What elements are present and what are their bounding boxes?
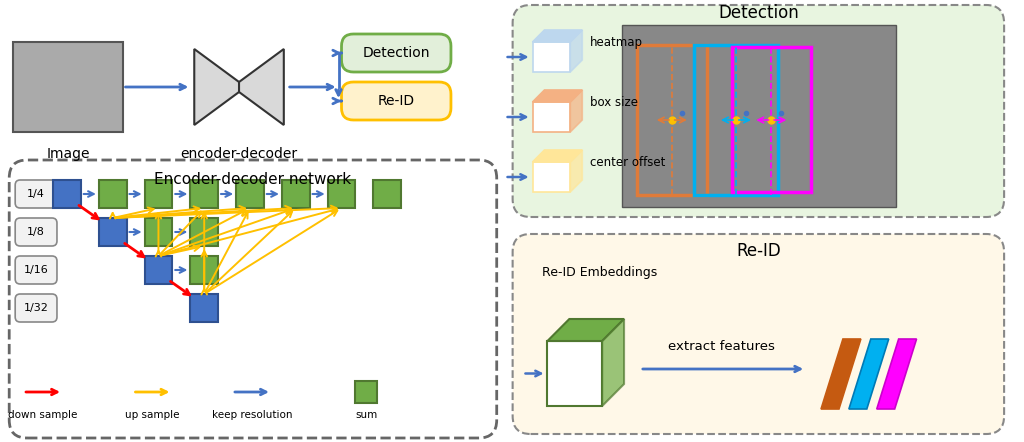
Bar — [328, 180, 355, 208]
Bar — [144, 256, 172, 284]
Polygon shape — [195, 49, 239, 125]
Polygon shape — [532, 162, 570, 192]
Text: 1/32: 1/32 — [24, 303, 48, 313]
FancyBboxPatch shape — [15, 294, 57, 322]
Bar — [190, 256, 218, 284]
Polygon shape — [849, 339, 889, 409]
Bar — [144, 180, 172, 208]
Text: heatmap: heatmap — [590, 36, 643, 49]
FancyBboxPatch shape — [9, 160, 497, 438]
Text: 1/16: 1/16 — [24, 265, 48, 275]
Polygon shape — [821, 339, 861, 409]
Bar — [355, 381, 377, 403]
Polygon shape — [532, 102, 570, 132]
Bar — [622, 25, 896, 207]
FancyBboxPatch shape — [15, 256, 57, 284]
Polygon shape — [548, 319, 624, 341]
Text: Re-ID: Re-ID — [736, 242, 780, 260]
FancyBboxPatch shape — [15, 218, 57, 246]
Bar — [693, 45, 778, 195]
Bar — [282, 180, 309, 208]
Text: box size: box size — [590, 96, 638, 109]
Bar — [190, 294, 218, 322]
Text: sum: sum — [355, 410, 378, 420]
FancyBboxPatch shape — [513, 234, 1005, 434]
Polygon shape — [570, 30, 583, 72]
Bar — [731, 47, 811, 192]
Text: keep resolution: keep resolution — [212, 410, 292, 420]
FancyBboxPatch shape — [342, 82, 451, 120]
Polygon shape — [532, 42, 570, 72]
Text: encoder-decoder: encoder-decoder — [180, 147, 298, 161]
Bar — [190, 180, 218, 208]
Polygon shape — [532, 30, 583, 42]
FancyBboxPatch shape — [13, 42, 123, 132]
Text: extract features: extract features — [668, 339, 775, 353]
Bar — [190, 218, 218, 246]
Bar — [237, 180, 264, 208]
Polygon shape — [570, 150, 583, 192]
Polygon shape — [532, 150, 583, 162]
Text: Encoder-decoder network: Encoder-decoder network — [155, 172, 351, 187]
Polygon shape — [239, 49, 284, 125]
Text: center offset: center offset — [590, 156, 666, 169]
Text: Detection: Detection — [718, 4, 799, 22]
Bar — [98, 218, 127, 246]
Text: Re-ID Embeddings: Re-ID Embeddings — [543, 266, 657, 279]
Text: Detection: Detection — [362, 46, 430, 60]
FancyBboxPatch shape — [513, 5, 1005, 217]
Text: 1/4: 1/4 — [28, 189, 45, 199]
Polygon shape — [570, 90, 583, 132]
Polygon shape — [877, 339, 916, 409]
Text: down sample: down sample — [8, 410, 78, 420]
Text: 1/8: 1/8 — [28, 227, 45, 237]
Bar — [53, 180, 81, 208]
Bar — [144, 218, 172, 246]
Text: Re-ID: Re-ID — [378, 94, 415, 108]
FancyBboxPatch shape — [342, 34, 451, 72]
Polygon shape — [532, 90, 583, 102]
Bar — [637, 45, 707, 195]
Text: up sample: up sample — [125, 410, 180, 420]
FancyBboxPatch shape — [15, 180, 57, 208]
Text: Image: Image — [46, 147, 90, 161]
Bar — [374, 180, 401, 208]
Bar — [98, 180, 127, 208]
Polygon shape — [602, 319, 624, 406]
Polygon shape — [548, 341, 602, 406]
